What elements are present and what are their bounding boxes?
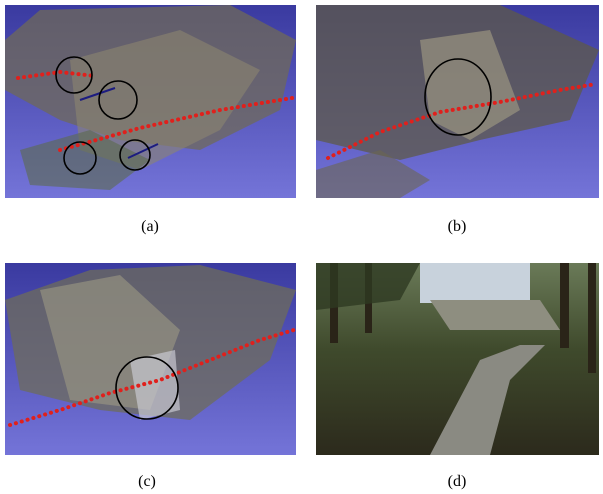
caption: (b) — [448, 218, 467, 235]
panel-b — [316, 5, 599, 198]
caption: (d) — [448, 473, 467, 490]
panel-c — [5, 263, 296, 455]
caption: (a) — [141, 218, 159, 235]
figure: (a) (b) (c) (d) — [0, 0, 603, 494]
caption: (c) — [138, 473, 156, 490]
panel-a — [5, 5, 296, 198]
panel-d — [316, 263, 599, 455]
